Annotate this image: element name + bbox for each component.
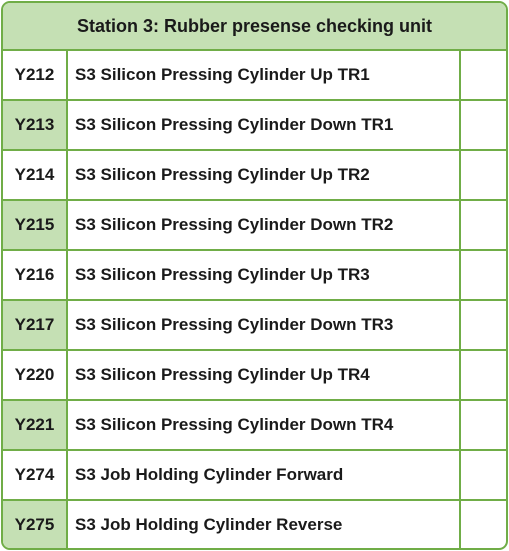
output-description: S3 Job Holding Cylinder Reverse (68, 501, 461, 548)
table-row: Y214 S3 Silicon Pressing Cylinder Up TR2 (3, 151, 506, 201)
output-code: Y220 (3, 351, 68, 399)
status-cell (461, 301, 506, 349)
table-row: Y221 S3 Silicon Pressing Cylinder Down T… (3, 401, 506, 451)
table-row: Y212 S3 Silicon Pressing Cylinder Up TR1 (3, 51, 506, 101)
table-row: Y274 S3 Job Holding Cylinder Forward (3, 451, 506, 501)
status-cell (461, 201, 506, 249)
table-row: Y215 S3 Silicon Pressing Cylinder Down T… (3, 201, 506, 251)
table-row: Y220 S3 Silicon Pressing Cylinder Up TR4 (3, 351, 506, 401)
output-description: S3 Silicon Pressing Cylinder Down TR2 (68, 201, 461, 249)
output-code: Y275 (3, 501, 68, 548)
status-cell (461, 501, 506, 548)
output-description: S3 Silicon Pressing Cylinder Up TR4 (68, 351, 461, 399)
output-code: Y217 (3, 301, 68, 349)
table-row: Y275 S3 Job Holding Cylinder Reverse (3, 501, 506, 548)
output-description: S3 Job Holding Cylinder Forward (68, 451, 461, 499)
output-code: Y212 (3, 51, 68, 99)
table-row: Y217 S3 Silicon Pressing Cylinder Down T… (3, 301, 506, 351)
status-cell (461, 101, 506, 149)
status-cell (461, 401, 506, 449)
status-cell (461, 251, 506, 299)
output-code: Y214 (3, 151, 68, 199)
status-cell (461, 151, 506, 199)
output-description: S3 Silicon Pressing Cylinder Down TR1 (68, 101, 461, 149)
output-description: S3 Silicon Pressing Cylinder Up TR1 (68, 51, 461, 99)
table-row: Y216 S3 Silicon Pressing Cylinder Up TR3 (3, 251, 506, 301)
output-code: Y216 (3, 251, 68, 299)
output-description: S3 Silicon Pressing Cylinder Down TR4 (68, 401, 461, 449)
status-cell (461, 351, 506, 399)
table-title: Station 3: Rubber presense checking unit (3, 3, 506, 51)
output-description: S3 Silicon Pressing Cylinder Up TR3 (68, 251, 461, 299)
output-code: Y221 (3, 401, 68, 449)
status-cell (461, 51, 506, 99)
status-cell (461, 451, 506, 499)
output-description: S3 Silicon Pressing Cylinder Up TR2 (68, 151, 461, 199)
table-row: Y213 S3 Silicon Pressing Cylinder Down T… (3, 101, 506, 151)
output-code: Y213 (3, 101, 68, 149)
output-code: Y274 (3, 451, 68, 499)
output-description: S3 Silicon Pressing Cylinder Down TR3 (68, 301, 461, 349)
output-code: Y215 (3, 201, 68, 249)
